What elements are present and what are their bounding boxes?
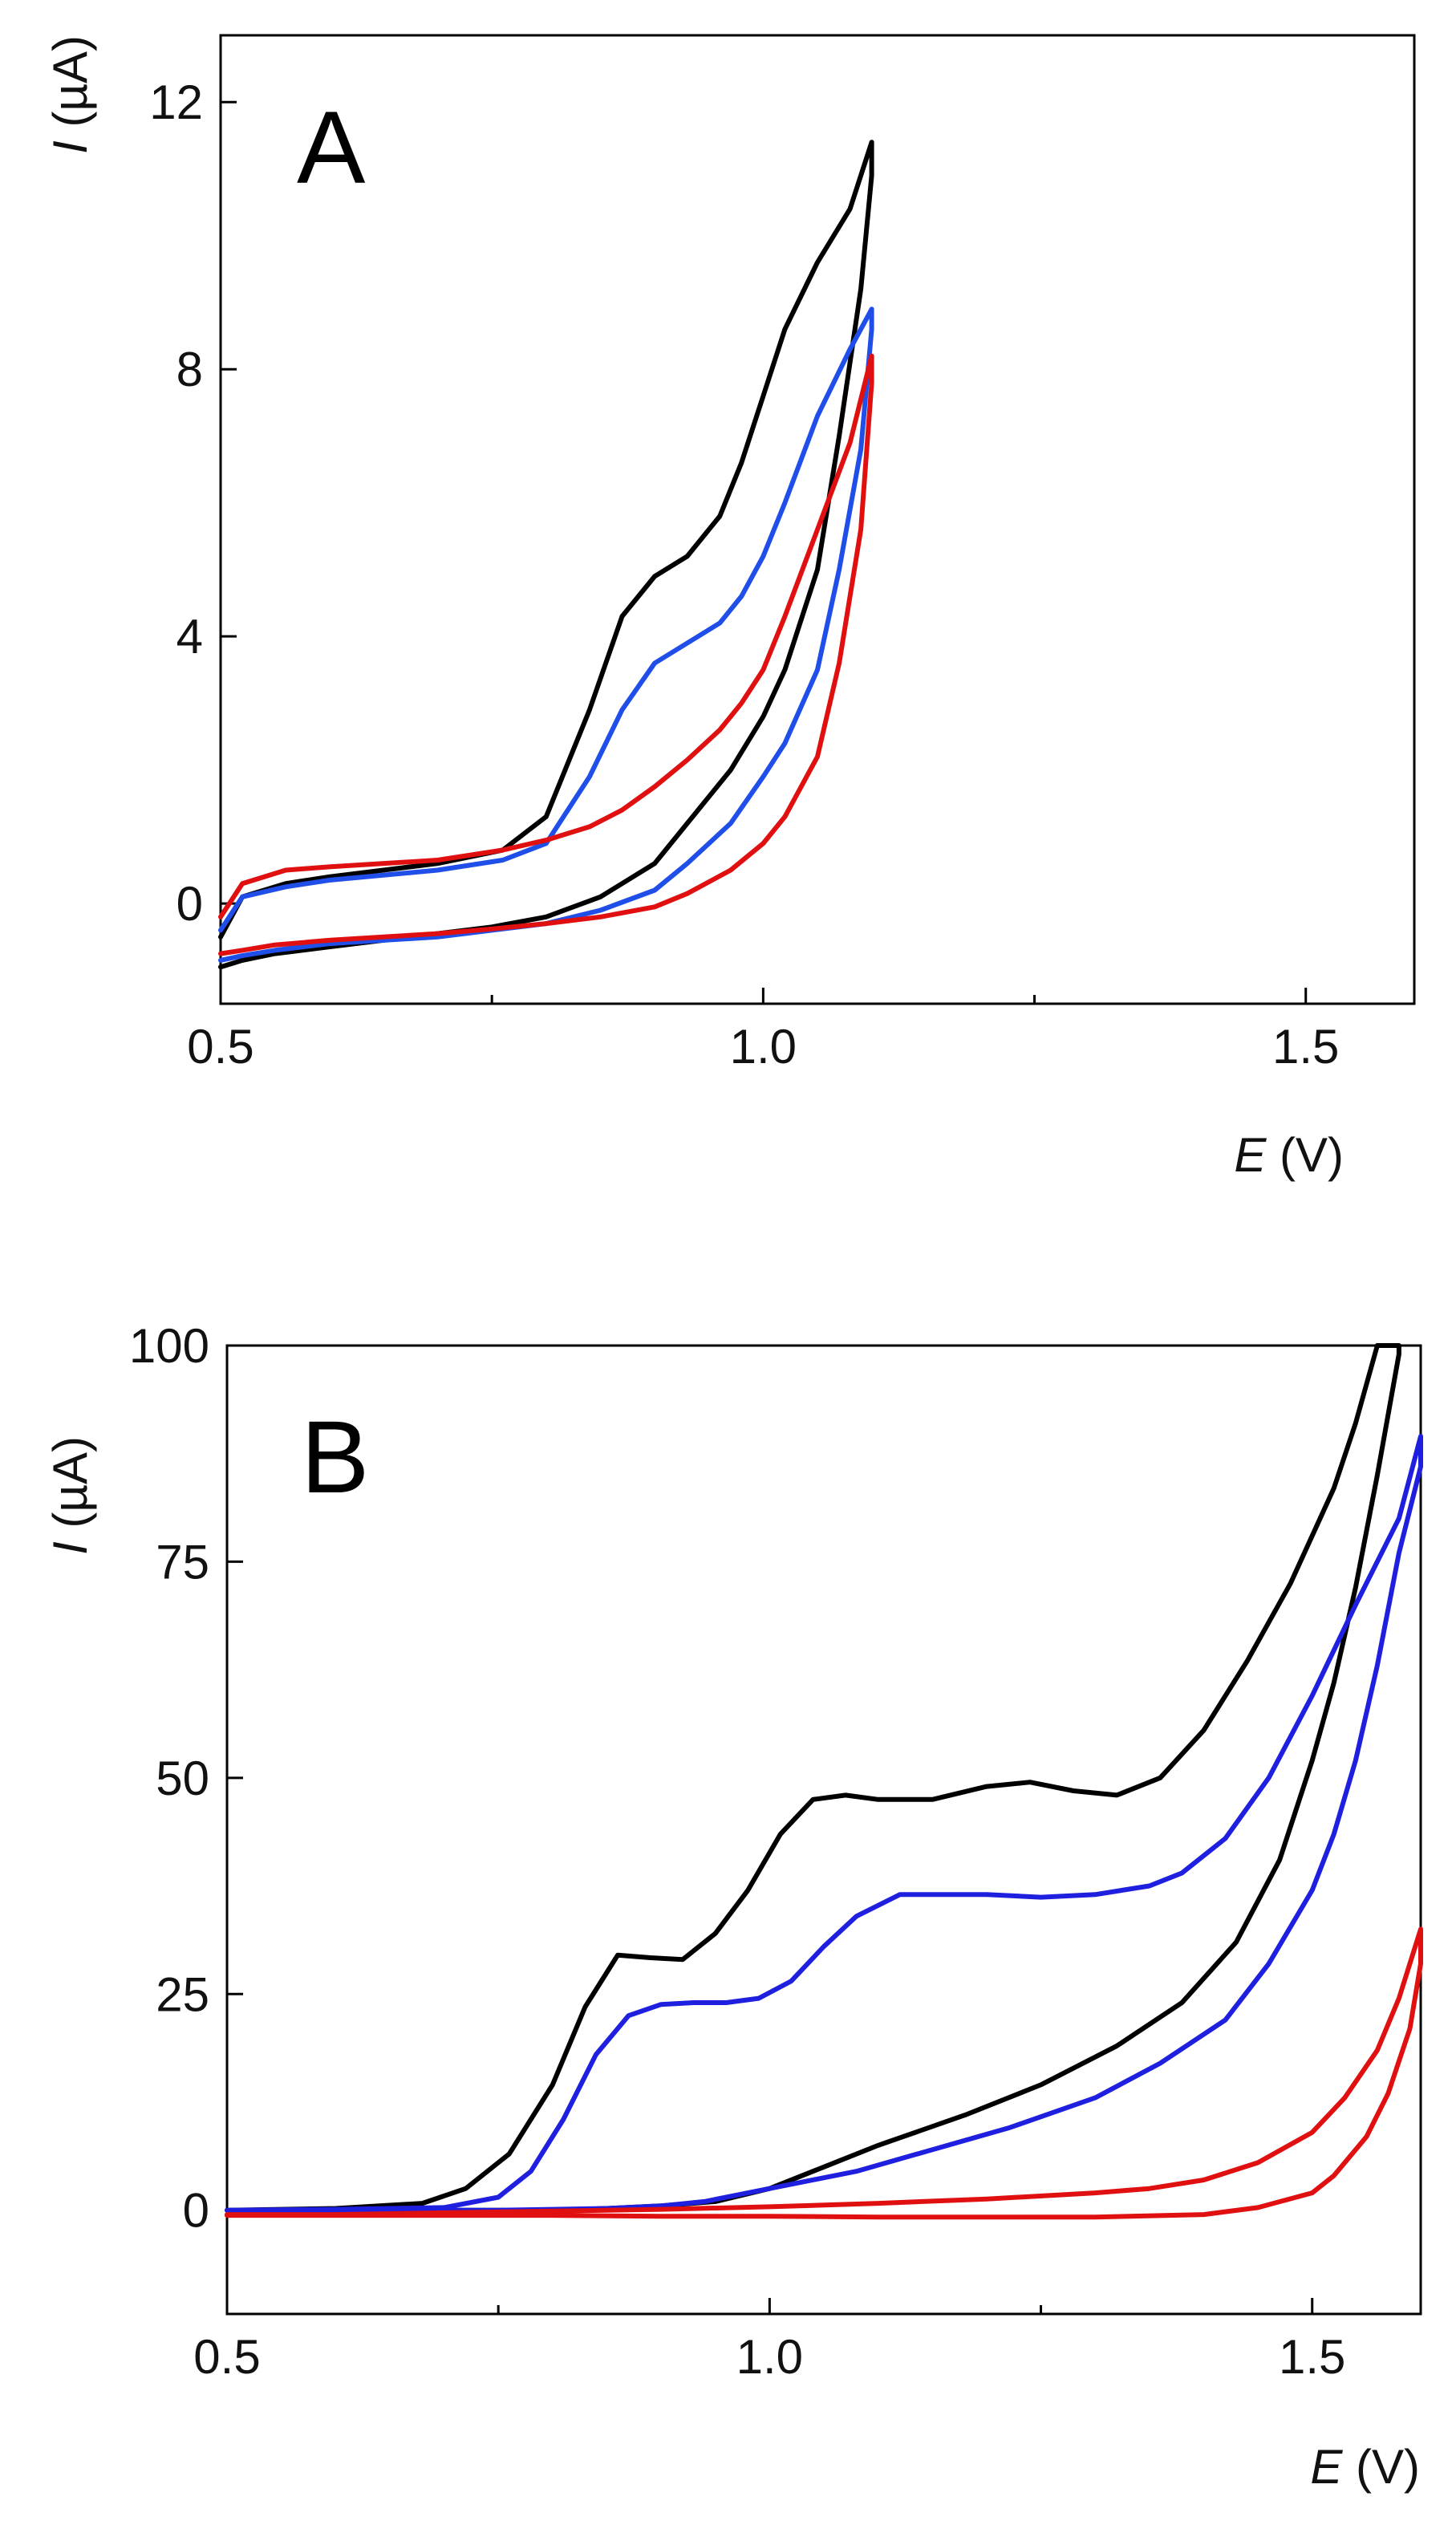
plot-frame-b [225,1344,1422,2316]
y-tick-label-b-2: 50 [156,1752,209,1805]
series-a [218,140,874,970]
tick-labels-a: 0.5 1.0 1.5 0 4 8 12 [149,75,1339,1074]
x-axis-label-b: E (V) [1310,2440,1420,2494]
x-tick-label-b-2: 1.5 [1279,2330,1345,2384]
y-tick-label-a-3: 12 [149,75,203,129]
x-axis-unit-a: (V) [1266,1128,1344,1182]
series-b [225,1343,1423,2220]
y-axis-var-a: I [43,140,97,154]
y-axis-label-b: I (µA) [43,1436,97,1555]
panel-a: 0.5 1.0 1.5 0 4 8 12 A E (V) I (µA) [43,34,1416,1182]
panel-label-a: A [297,91,366,205]
y-axis-unit-b: (µA) [43,1436,97,1541]
x-tick-label-a-2: 1.5 [1272,1020,1339,1074]
x-tick-label-a-0: 0.5 [187,1020,253,1074]
x-tick-label-b-1: 1.0 [736,2330,803,2384]
plot-frame-a [219,34,1416,1005]
x-axis-var-b: E [1310,2440,1343,2494]
series-b-red [225,1926,1423,2220]
series-b-blue [225,1434,1423,2213]
x-axis-unit-b: (V) [1342,2440,1420,2494]
series-a-red [218,353,874,956]
panel-b: 0.5 1.0 1.5 0 25 50 75 100 B E (V) I (µA) [43,1319,1423,2494]
y-tick-label-b-0: 0 [183,2184,209,2238]
y-tick-label-a-0: 0 [176,877,203,931]
x-axis-label-a: E (V) [1234,1128,1344,1182]
series-b-black [225,1343,1401,2213]
y-axis-unit-a: (µA) [43,35,97,140]
tick-marks-b [225,1344,1314,2314]
x-tick-label-b-0: 0.5 [193,2330,260,2384]
series-a-blue [218,306,874,963]
y-tick-label-b-1: 25 [156,1967,209,2021]
x-axis-var-a: E [1234,1128,1267,1182]
x-tick-label-a-1: 1.0 [730,1020,797,1074]
y-tick-label-a-2: 8 [176,343,203,396]
y-tick-label-b-4: 100 [129,1319,209,1373]
y-axis-label-a: I (µA) [43,35,97,154]
y-axis-var-b: I [43,1541,97,1555]
y-tick-label-a-1: 4 [176,610,203,664]
panel-label-b: B [301,1400,369,1515]
y-tick-label-b-3: 75 [156,1535,209,1589]
tick-labels-b: 0.5 1.0 1.5 0 25 50 75 100 [129,1319,1346,2384]
